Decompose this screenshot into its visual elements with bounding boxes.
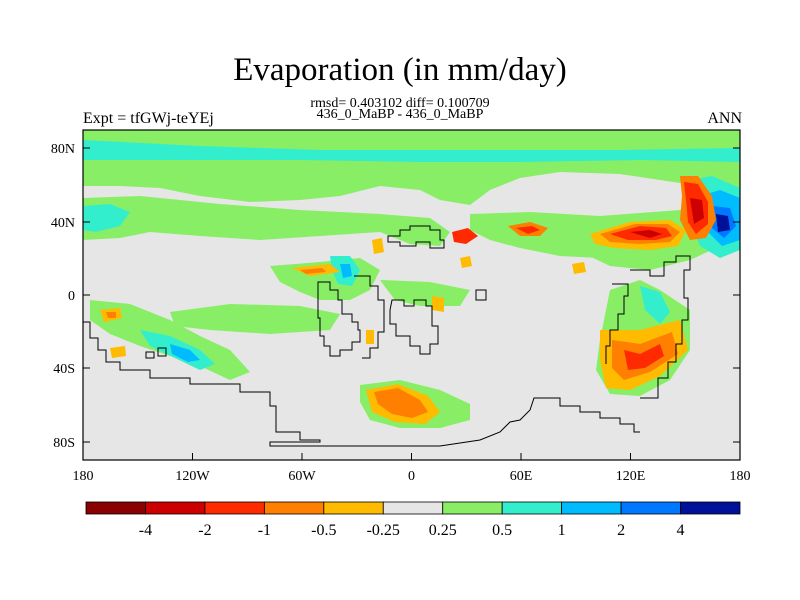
colorbar-label: -4 — [139, 522, 152, 539]
so-orange-blob — [374, 388, 428, 418]
colorbar-swatch — [561, 501, 622, 515]
ind-yellow-1 — [572, 262, 586, 274]
colorbar-label: 0.5 — [492, 522, 512, 539]
arctic-cyan-band — [83, 140, 740, 162]
plot-title: Evaporation (in mm/day) — [233, 52, 567, 88]
lat-tick-label: 40S — [53, 362, 75, 377]
ind-yellow-2 — [460, 256, 472, 268]
coastlines — [83, 225, 691, 447]
colorbar-swatch — [204, 501, 265, 515]
coastline-small-island — [475, 289, 487, 301]
lat-tick-label: 80N — [51, 142, 75, 157]
lat-tick-label: 40N — [51, 216, 75, 231]
lon-tick-label: 180 — [73, 469, 94, 484]
colorbar-label: 4 — [677, 522, 685, 539]
trop-orange-1 — [300, 268, 326, 274]
colorbar-swatch — [323, 501, 384, 515]
colorbar: -4 -2 -1 -0.5 -0.25 0.25 0.5 1 2 4 — [85, 501, 741, 539]
lon-tick-label: 60E — [510, 469, 533, 484]
atl-yellow-2 — [366, 330, 374, 344]
coastline-sw-pacific-left — [605, 283, 629, 364]
colorbar-swatch — [85, 501, 146, 515]
nw-pacific-darkred — [690, 198, 704, 224]
lat-tick-label: 80S — [53, 436, 75, 451]
colorbar-swatch — [382, 501, 444, 515]
colorbar-label: -0.5 — [311, 522, 336, 539]
coastline-west-small-2 — [157, 347, 167, 357]
case-line: 436_0_MaBP - 436_0_MaBP — [316, 107, 484, 122]
experiment-label: Expt = tfGWj-teYEj — [83, 110, 214, 127]
colorbar-swatch — [620, 501, 681, 515]
nh-green-west — [83, 196, 450, 246]
coastline-south-atlantic-block — [317, 281, 361, 357]
colorbar-label: -2 — [198, 522, 211, 539]
swp-red — [624, 344, 664, 370]
coastline-atlantic-block-2 — [354, 275, 385, 359]
colorbar-swatch — [442, 501, 503, 515]
colorbar-label: 1 — [558, 522, 566, 539]
colorbar-swatch — [501, 501, 563, 515]
longitude-axis: 180 120W 60W 0 60E 120E 180 — [73, 453, 751, 484]
colorbar-label: -0.25 — [367, 522, 400, 539]
season-label: ANN — [707, 110, 742, 127]
nwp-darkred — [630, 230, 662, 238]
colorbar-label: -1 — [258, 522, 271, 539]
lon-tick-label: 120W — [175, 469, 210, 484]
lon-tick-label: 180 — [730, 469, 751, 484]
colorbar-label: 0.25 — [429, 522, 457, 539]
pac-orange-1 — [106, 312, 116, 318]
swp-cyan — [640, 286, 670, 324]
sh-blue-west — [170, 344, 200, 362]
coastline-sw-pacific-right — [630, 255, 691, 399]
map-fill-layer — [83, 130, 740, 460]
coastline-central-block — [389, 299, 439, 355]
med-red-spot — [452, 228, 478, 244]
coastline-north-block — [387, 225, 445, 249]
pac-yellow-2 — [110, 346, 126, 358]
central-asia-red — [516, 226, 540, 234]
colorbar-swatch — [263, 501, 325, 515]
lon-tick-label: 0 — [408, 469, 415, 484]
tropical-blue-central — [340, 264, 352, 278]
colorbar-label: 2 — [617, 522, 625, 539]
nh-cyan-west — [83, 204, 130, 232]
coastline-west-small — [145, 351, 155, 359]
stats-line: rmsd= 0.403102 diff= 0.100709 — [310, 96, 490, 111]
colorbar-swatch — [680, 501, 741, 515]
lon-tick-label: 120E — [616, 469, 646, 484]
atl-yellow-1 — [372, 238, 384, 254]
ne-pacific-navy — [716, 214, 730, 232]
coastline-antarctic-margin — [83, 321, 640, 447]
colorbar-swatch — [145, 501, 206, 515]
lat-tick-label: 0 — [68, 289, 75, 304]
atl-yellow-3 — [432, 296, 444, 312]
tropical-green-south — [170, 304, 340, 334]
lon-tick-label: 60W — [288, 469, 316, 484]
latitude-axis: 80N 40N 0 40S 80S — [51, 142, 740, 451]
